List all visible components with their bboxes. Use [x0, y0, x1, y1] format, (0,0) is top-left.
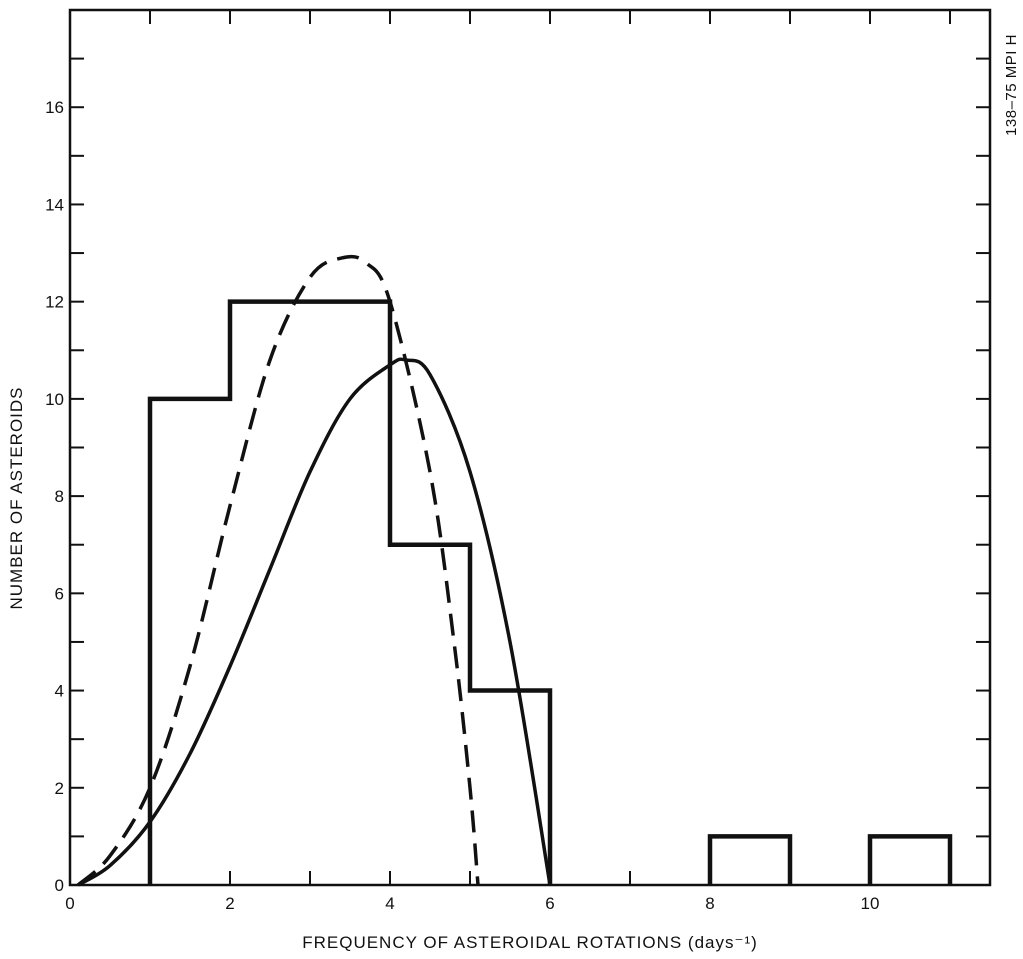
- y-axis-title: NUMBER OF ASTEROIDS: [7, 386, 26, 609]
- curves: [76, 254, 552, 887]
- histogram-outline: [867, 834, 953, 885]
- side-note: 138–75 MPI H: [1003, 34, 1020, 136]
- y-tick-label: 10: [45, 390, 64, 409]
- y-tick-label: 6: [55, 584, 64, 603]
- x-tick-label: 4: [385, 894, 394, 913]
- x-tick-label: 6: [545, 894, 554, 913]
- y-tick-label: 12: [45, 293, 64, 312]
- histogram-bar: [230, 302, 310, 885]
- histogram-bar: [390, 545, 470, 885]
- solid-curve: [77, 357, 552, 887]
- y-tick-label: 14: [45, 195, 64, 214]
- histogram-outline: [707, 834, 793, 885]
- x-tick-label: 10: [861, 894, 880, 913]
- histogram-bar: [870, 836, 950, 885]
- y-tick-label: 8: [55, 487, 64, 506]
- x-tick-label: 8: [705, 894, 714, 913]
- histogram-bar: [470, 691, 550, 885]
- x-tick-label: 0: [65, 894, 74, 913]
- y-tick-label: 2: [55, 779, 64, 798]
- x-axis-title: FREQUENCY OF ASTEROIDAL ROTATIONS (days⁻…: [302, 933, 758, 952]
- dashed-curve: [76, 254, 480, 887]
- histogram-bar: [150, 399, 230, 885]
- histogram: [147, 299, 953, 885]
- y-tick-label: 4: [55, 682, 64, 701]
- x-tick-label: 2: [225, 894, 234, 913]
- histogram-bar: [310, 302, 390, 885]
- histogram-bar: [710, 836, 790, 885]
- axis-tick-labels: 0 2 4 6 8 10 0 2 4 6 8 10 12 14 16: [45, 98, 879, 913]
- y-tick-label: 16: [45, 98, 64, 117]
- y-tick-label: 0: [55, 876, 64, 895]
- histogram-outline: [147, 299, 553, 885]
